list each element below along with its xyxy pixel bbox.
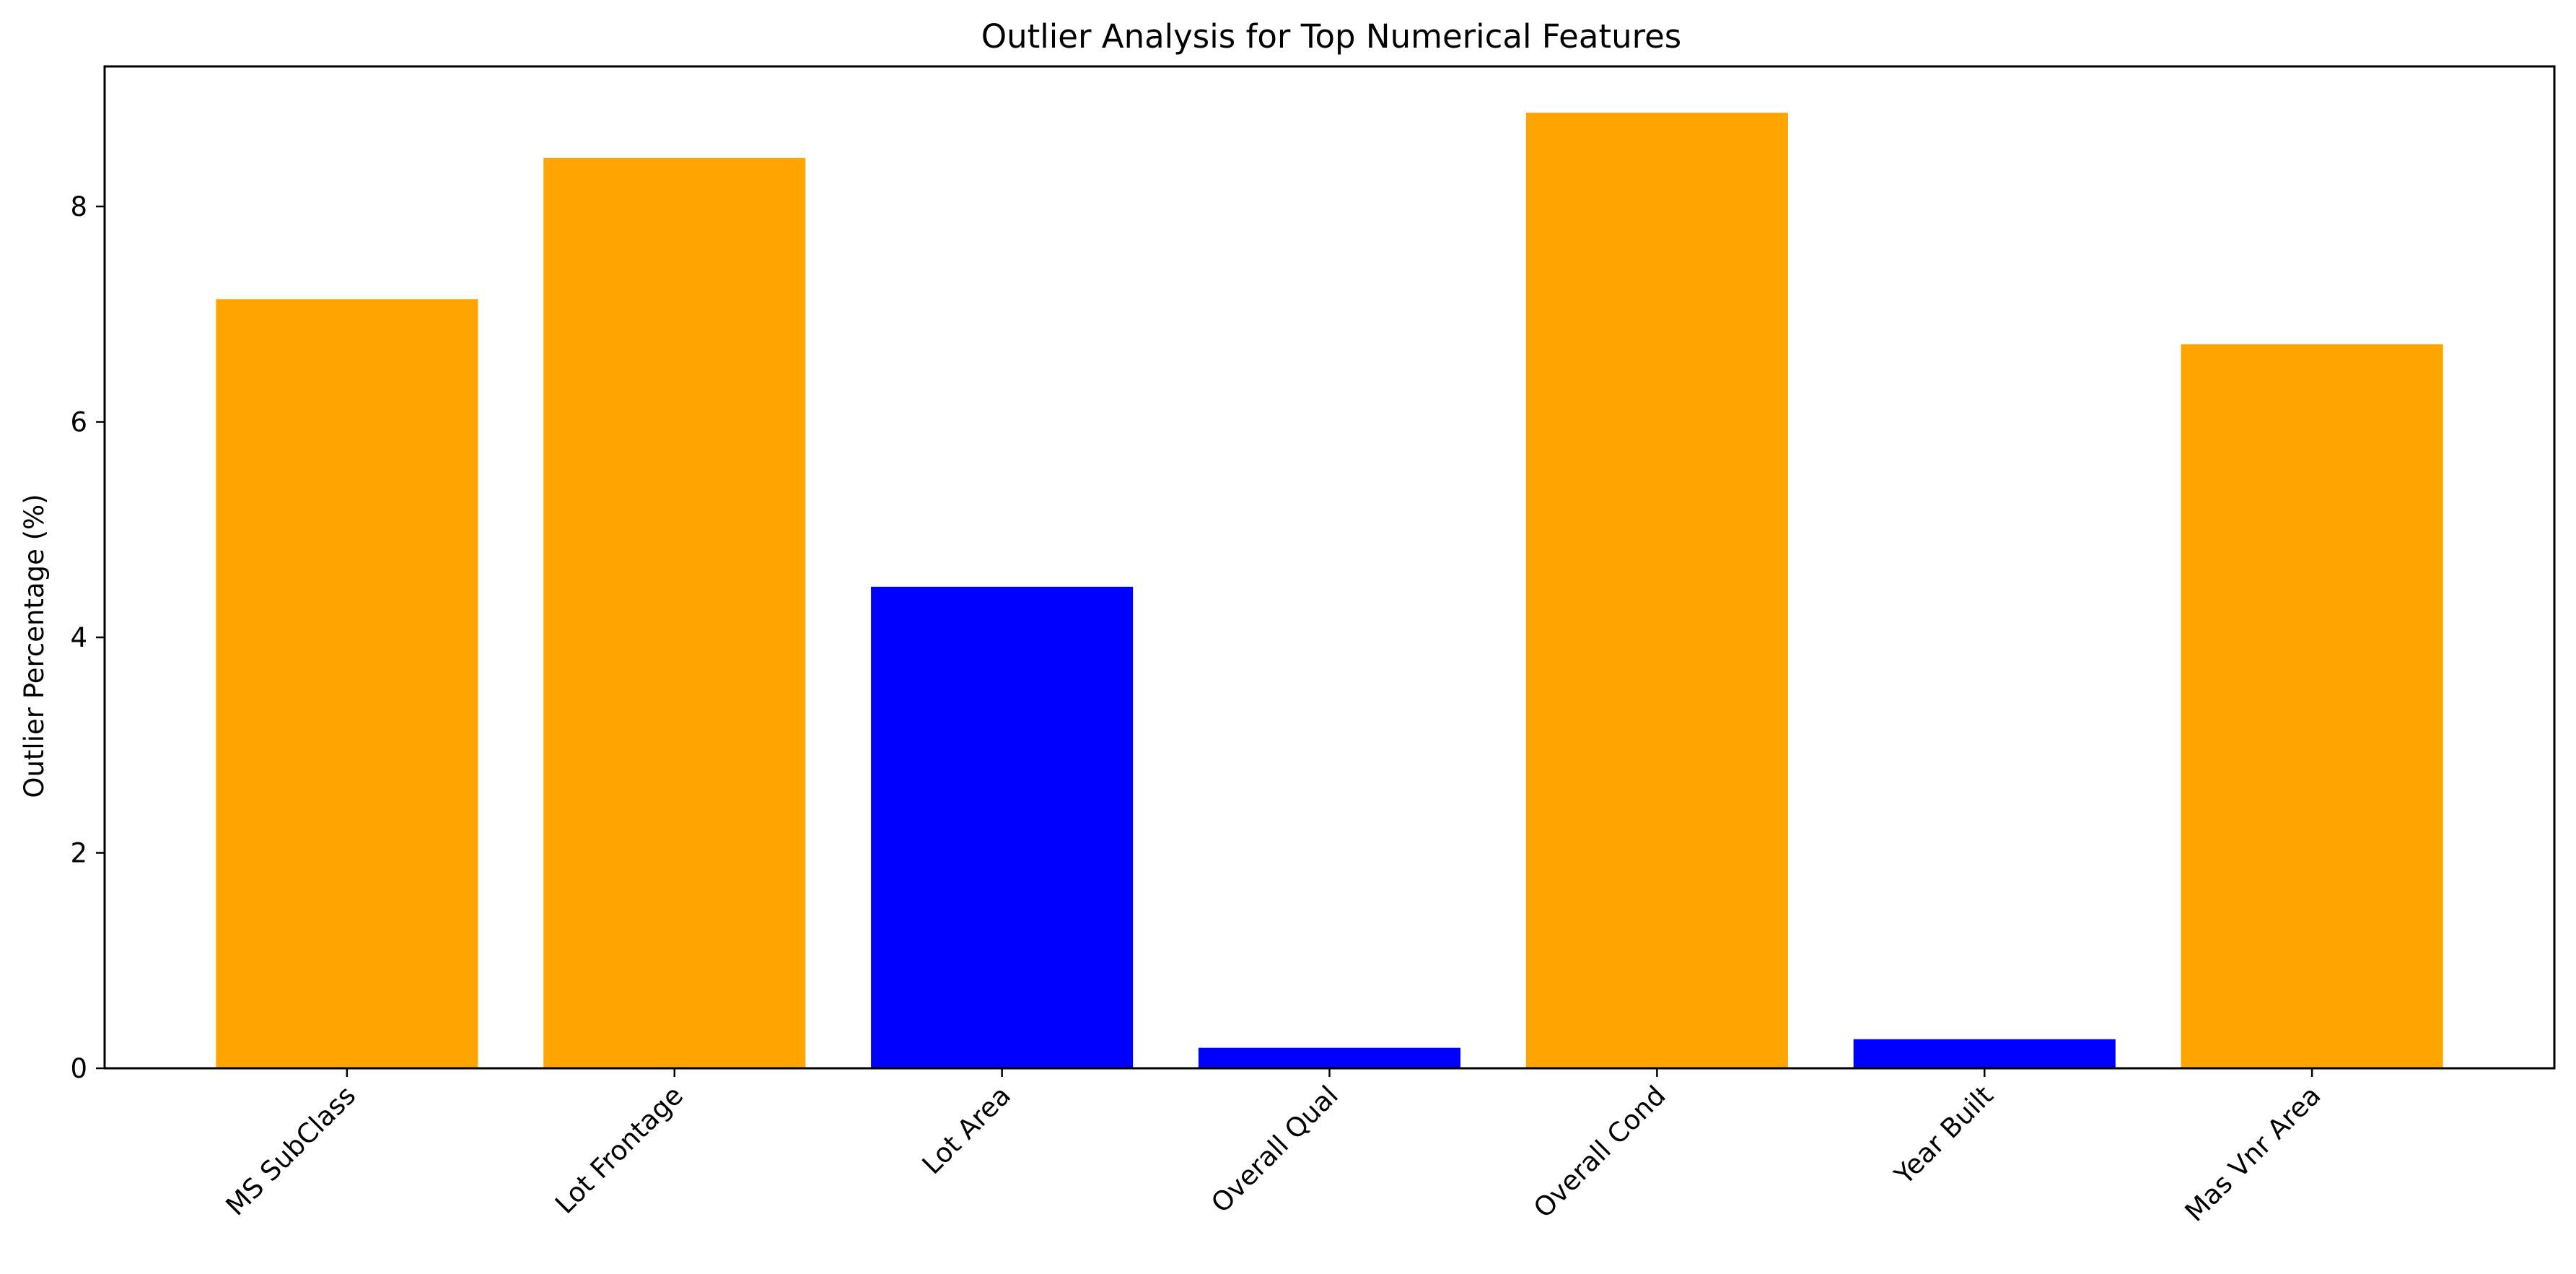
x-tick-label-lot-area: Lot Area <box>916 1080 1017 1180</box>
bar-ms-subclass <box>216 299 478 1068</box>
y-tick-label: 8 <box>70 191 87 222</box>
x-tick-label-overall-cond: Overall Cond <box>1528 1080 1672 1224</box>
x-tick-label-ms-subclass: MS SubClass <box>220 1080 362 1222</box>
x-tick-label-lot-frontage: Lot Frontage <box>549 1080 689 1220</box>
y-tick-label: 2 <box>70 838 87 869</box>
bar-lot-frontage <box>543 157 806 1068</box>
bar-mas-vnr-area <box>2181 344 2443 1068</box>
chart-title: Outlier Analysis for Top Numerical Featu… <box>981 17 1682 56</box>
bar-overall-qual <box>1198 1047 1461 1068</box>
y-tick-label: 4 <box>70 622 87 653</box>
bar-lot-area <box>871 586 1134 1068</box>
bars-group <box>216 113 2443 1068</box>
bar-year-built <box>1853 1039 2116 1068</box>
x-axis-ticks: MS SubClass Lot Frontage Lot Area Overall Q… <box>220 1068 2327 1228</box>
x-tick-label-year-built: Year Built <box>1888 1080 1999 1191</box>
bar-overall-cond <box>1525 113 1788 1068</box>
y-axis-ticks: 0 2 4 6 8 <box>70 191 105 1084</box>
y-tick-label: 6 <box>70 407 87 438</box>
y-axis-label: Outlier Percentage (%) <box>19 494 50 798</box>
plot-area-frame <box>103 65 2556 1070</box>
x-tick-label-mas-vnr-area: Mas Vnr Area <box>2179 1080 2327 1228</box>
x-tick-label-overall-qual: Overall Qual <box>1205 1080 1344 1219</box>
y-tick-label: 0 <box>70 1053 87 1084</box>
